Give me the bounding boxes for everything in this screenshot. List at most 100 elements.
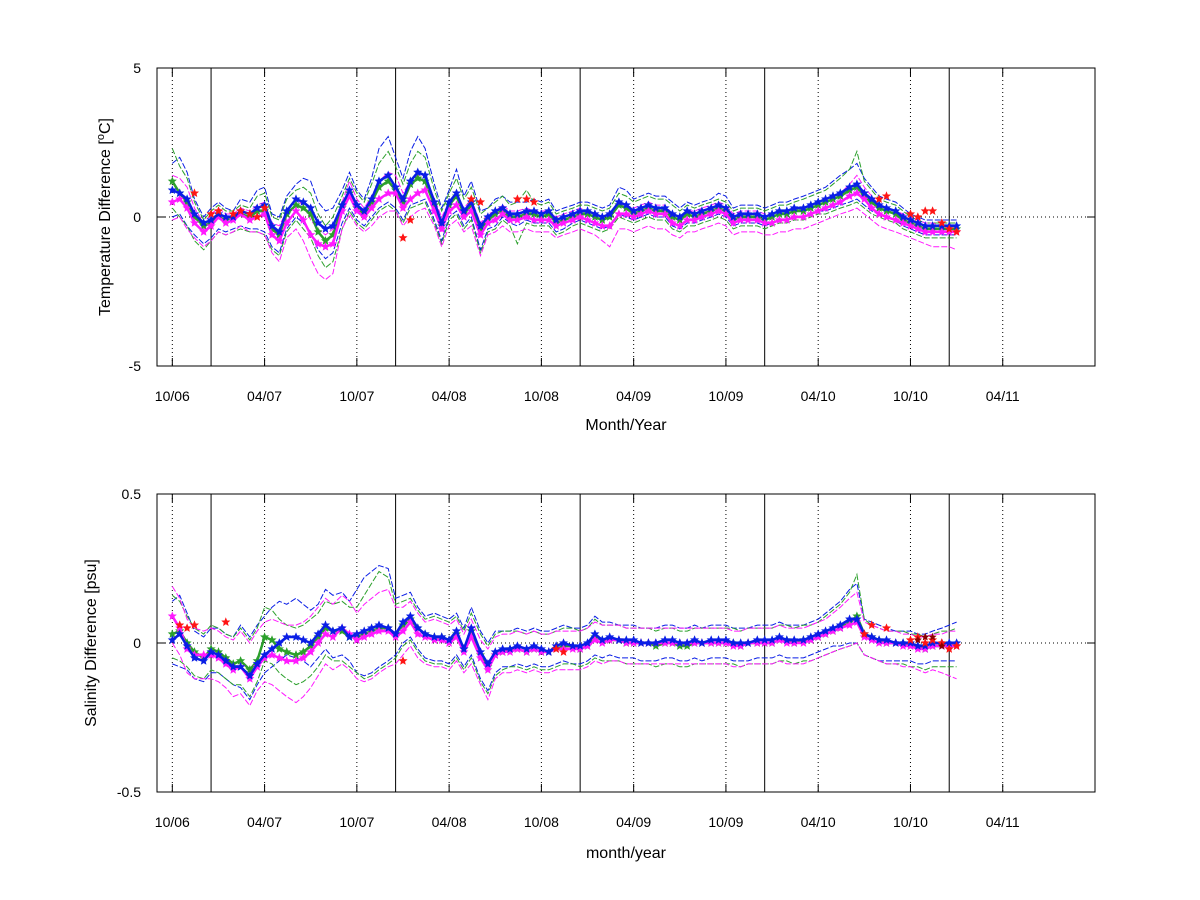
chart-1-green-series-point: [651, 641, 661, 650]
chart-0-magenta-series-point: [320, 242, 331, 251]
chart-1-x-tick-label: 04/10: [801, 814, 836, 830]
chart-0-magenta-series-point: [189, 218, 200, 227]
chart-1-blue-series-point: [282, 632, 292, 641]
chart-0-magenta-series-point: [529, 215, 539, 224]
chart-1-blue-series-point: [905, 638, 916, 647]
chart-1-blue-series-point: [490, 647, 500, 656]
chart-0-red-point: [905, 209, 916, 218]
chart-1-magenta-series-point: [920, 644, 930, 653]
chart-0-magenta-series-point: [675, 221, 685, 230]
chart-1-blue-series-point: [413, 623, 423, 632]
chart-1-blue-series-point: [743, 638, 753, 647]
chart-1-blue-series-point: [466, 623, 476, 632]
chart-1-blue-series-point: [544, 647, 554, 656]
chart-1-magenta-series-point: [245, 674, 255, 683]
chart-0-magenta-series-point: [845, 191, 855, 201]
chart-0-blue-series-point: [405, 176, 415, 186]
chart-0-x-tick-label: 04/07: [247, 388, 282, 404]
chart-1-magenta-series-point: [736, 641, 746, 650]
chart-0-blue-series-point: [199, 218, 209, 227]
chart-1-magenta-series-point: [798, 638, 808, 647]
chart-1-blue-series-point: [682, 638, 692, 647]
chart-0-blue-series-point: [413, 167, 423, 177]
chart-0-magenta-series-point: [713, 206, 724, 215]
chart-1-green-series-point: [675, 641, 685, 650]
chart-1-magenta-series-point: [167, 611, 177, 621]
chart-1-red-point: [175, 620, 185, 630]
chart-0-blue-series-point: [821, 194, 831, 204]
chart-0-blue-series-point: [660, 203, 670, 212]
chart-1-blue-series-point: [451, 626, 462, 635]
chart-1-blue-series-point: [190, 653, 200, 662]
chart-0-blue-series-point: [167, 185, 177, 195]
chart-1-blue-series-point: [813, 629, 823, 638]
chart-0-magenta-series-point: [437, 224, 447, 233]
chart-1-magenta-series-point: [252, 662, 262, 671]
chart-0-x-tick-label: 04/10: [801, 388, 836, 404]
chart-1-magenta-series-point: [789, 638, 799, 647]
chart-0-magenta-series-point: [821, 203, 831, 212]
chart-0-magenta-series-point: [667, 218, 677, 227]
salinity-difference-chart: -0.5 0 0.5 10/06 04/07 10/07 04/08 10/08 04/09 10…: [83, 486, 1096, 862]
chart-1-red-point: [881, 623, 892, 632]
chart-1-blue-series-point: [660, 635, 670, 644]
chart-1-blue-series-point: [898, 638, 908, 647]
chart-1-red-point: [551, 644, 561, 653]
chart-0-blue-series-point: [845, 182, 855, 192]
chart-0-x-tick-label: 04/08: [432, 388, 467, 404]
chart-1-blue-series-point: [437, 632, 447, 641]
chart-0-blue-series-point: [306, 203, 316, 212]
chart-0-magenta-series-point: [274, 235, 284, 245]
chart-0-magenta-series-point: [398, 203, 408, 212]
chart-1-blue-series-point: [505, 644, 515, 653]
chart-0-blue-series-point: [367, 194, 377, 204]
chart-1-red-point: [182, 623, 192, 632]
chart-1-x-tick-label: 04/09: [616, 814, 651, 830]
chart-1-blue-series-point: [374, 620, 384, 630]
chart-0-magenta-series-point: [512, 215, 522, 224]
chart-0-blue-series-point: [483, 212, 493, 221]
chart-0-blue-series-point: [721, 203, 731, 212]
chart-0-blue-series-point: [267, 221, 277, 230]
chart-1-magenta-series-point: [298, 653, 308, 662]
chart-1-darkred-point: [937, 641, 946, 650]
chart-1-magenta-envelope-line: [171, 642, 957, 707]
chart-0-blue-series-point: [359, 206, 369, 215]
chart-0-blue-series-point: [374, 176, 384, 186]
chart-1-green-envelope-line: [171, 570, 957, 647]
chart-0-red-point: [466, 194, 476, 204]
chart-1-blue-series-point: [697, 638, 707, 647]
chart-1-magenta-series-point: [367, 629, 377, 638]
chart-1-blue-series-point: [582, 638, 593, 647]
chart-0-blue-series-point: [706, 203, 716, 212]
chart-1-x-tick-label: 04/07: [247, 814, 282, 830]
chart-0-blue-series-point: [675, 212, 685, 221]
chart-1-blue-series-point: [367, 623, 377, 632]
chart-1-blue-envelope-line: [172, 636, 957, 701]
chart-1-blue-series-point: [789, 635, 799, 644]
chart-0-magenta-series-point: [728, 218, 738, 227]
chart-0-magenta-series-point: [298, 215, 308, 224]
chart-1-blue-series-point: [568, 641, 578, 650]
chart-0-magenta-series-point: [697, 212, 707, 221]
chart-1-blue-series-point: [881, 635, 892, 644]
chart-0-magenta-series-point: [558, 218, 569, 227]
chart-0-magenta-series-point: [590, 218, 600, 227]
chart-0-y-axis-title-tail: C]: [97, 118, 114, 134]
chart-1-x-axis-title: month/year: [586, 845, 667, 862]
chart-0-magenta-series-point: [614, 209, 624, 218]
chart-1-blue-series-point: [459, 644, 469, 653]
chart-1-magenta-series-point: [291, 656, 301, 665]
chart-1-red-point: [859, 629, 869, 638]
chart-0-red-point: [874, 194, 884, 204]
chart-0-x-tick-label: 10/09: [708, 388, 743, 404]
chart-1-blue-series-point: [405, 611, 415, 621]
chart-0-blue-series-point: [713, 200, 724, 209]
chart-0-red-point: [881, 191, 892, 201]
chart-1-blue-series-point: [752, 635, 762, 644]
chart-1-magenta-series-point: [483, 664, 493, 674]
chart-1-blue-series-point: [891, 638, 901, 647]
chart-0-red-point: [405, 215, 415, 224]
chart-0-red-point: [206, 209, 216, 218]
chart-0-green-envelope-line: [171, 148, 957, 227]
